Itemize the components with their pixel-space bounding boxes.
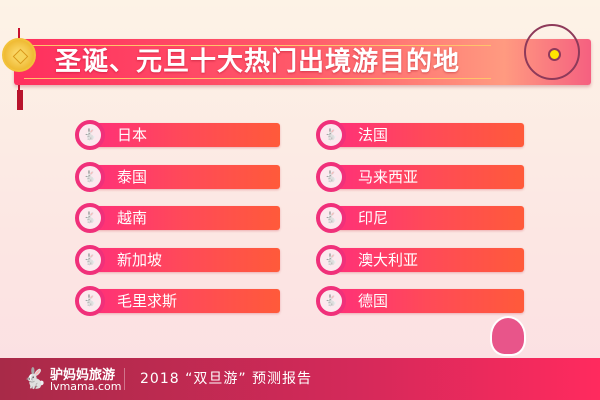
- destination-item: 🐇 印尼: [316, 203, 524, 233]
- destination-item: 🐇 毛里求斯: [75, 286, 280, 316]
- destination-bar: [330, 123, 524, 147]
- rabbit-badge-icon: 🐇: [75, 244, 105, 275]
- mascot-icon: [490, 316, 526, 356]
- destination-item: 🐇 越南: [75, 203, 280, 233]
- title-banner: 圣诞、元旦十大热门出境游目的地: [14, 39, 591, 85]
- destination-label: 泰国: [117, 167, 148, 186]
- destination-label: 马来西亚: [358, 167, 419, 186]
- tassel: [17, 90, 23, 110]
- destination-label: 越南: [117, 209, 148, 227]
- destination-bar: [330, 206, 524, 230]
- destination-bar: [89, 206, 280, 230]
- destination-label: 新加坡: [117, 250, 163, 269]
- rabbit-badge-icon: 🐇: [316, 203, 346, 233]
- destination-bar: [330, 247, 524, 272]
- destination-bar: [89, 164, 280, 189]
- rabbit-badge-icon: 🐇: [316, 286, 346, 316]
- destination-item: 🐇 泰国: [75, 161, 280, 192]
- rabbit-badge-icon: 🐇: [75, 161, 105, 192]
- destination-item: 🐇 法国: [316, 120, 524, 150]
- rabbit-badge-icon: 🐇: [75, 286, 105, 316]
- footer: 🐇 驴妈妈旅游 lvmama.com 2018 “双旦游” 预测报告: [0, 358, 600, 400]
- divider: [124, 368, 125, 390]
- rabbit-badge-icon: 🐇: [316, 161, 346, 192]
- rabbit-badge-icon: 🐇: [316, 120, 346, 150]
- destination-bar: [330, 164, 524, 189]
- rabbit-badge-icon: 🐇: [75, 120, 105, 150]
- destination-bar: [89, 289, 280, 313]
- destination-label: 法国: [358, 126, 389, 144]
- destination-item: 🐇 新加坡: [75, 244, 280, 275]
- destination-label: 澳大利亚: [358, 250, 419, 269]
- destination-label: 毛里求斯: [117, 292, 178, 310]
- coin-icon: [2, 38, 36, 72]
- destination-item: 🐇 日本: [75, 120, 280, 150]
- rabbit-logo-icon: 🐇: [22, 366, 47, 390]
- destination-label: 印尼: [358, 209, 389, 227]
- destination-bar: [89, 123, 280, 147]
- report-title: 2018 “双旦游” 预测报告: [140, 371, 313, 387]
- destination-label: 日本: [117, 126, 148, 144]
- destination-bar: [330, 289, 524, 313]
- page-title: 圣诞、元旦十大热门出境游目的地: [54, 47, 460, 77]
- brand-url: lvmama.com: [50, 380, 122, 393]
- destination-label: 德国: [358, 292, 389, 310]
- brand-name: 驴妈妈旅游: [50, 368, 116, 383]
- destination-item: 🐇 澳大利亚: [316, 244, 524, 275]
- rabbit-badge-icon: 🐇: [316, 244, 346, 275]
- destination-item: 🐇 马来西亚: [316, 161, 524, 192]
- rabbit-badge-icon: 🐇: [75, 203, 105, 233]
- destination-item: 🐇 德国: [316, 286, 524, 316]
- ferris-wheel-icon: [524, 24, 580, 80]
- destination-bar: [89, 247, 280, 272]
